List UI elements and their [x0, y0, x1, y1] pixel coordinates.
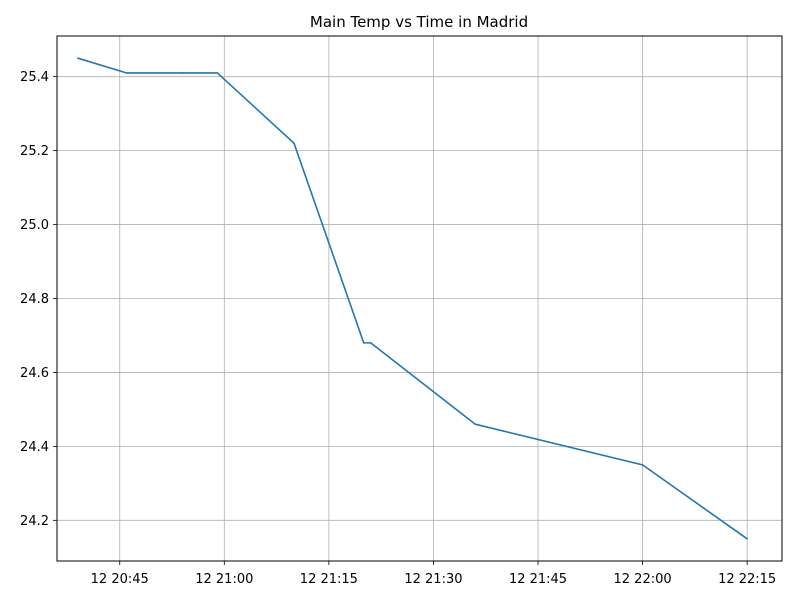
data-point: [362, 342, 365, 344]
y-tick-label: 24.4: [20, 440, 49, 455]
data-point: [181, 72, 184, 74]
ticks: 12 20:45 12 21:00 12 21:15 12 21:30 12 21:45…: [20, 70, 776, 587]
y-tick-label: 24.2: [20, 514, 49, 529]
x-tick-label: 12 20:45: [91, 572, 149, 587]
data-point: [293, 142, 295, 145]
data-point: [474, 423, 477, 426]
data-point: [125, 72, 128, 74]
data-point: [369, 342, 372, 344]
y-tick-label: 24.6: [20, 366, 49, 381]
y-tick-label: 25.2: [20, 144, 49, 159]
x-tick-label: 12 21:15: [300, 572, 358, 587]
grid: [57, 36, 782, 561]
series-layer: [77, 57, 748, 540]
data-point: [216, 72, 219, 74]
x-tick-label: 12 21:30: [404, 572, 462, 587]
x-tick-label: 12 21:00: [195, 572, 253, 587]
series-line: [77, 57, 748, 540]
data-point: [77, 57, 79, 59]
x-tick-label: 12 21:45: [509, 572, 567, 587]
data-point: [746, 538, 748, 540]
data-point: [641, 464, 644, 466]
y-tick-label: 24.8: [20, 292, 49, 307]
x-tick-label: 12 22:15: [718, 572, 776, 587]
chart-title: Main Temp vs Time in Madrid: [310, 13, 528, 31]
y-tick-label: 25.4: [20, 70, 49, 85]
y-tick-label: 25.0: [20, 218, 49, 233]
x-tick-label: 12 22:00: [614, 572, 672, 587]
